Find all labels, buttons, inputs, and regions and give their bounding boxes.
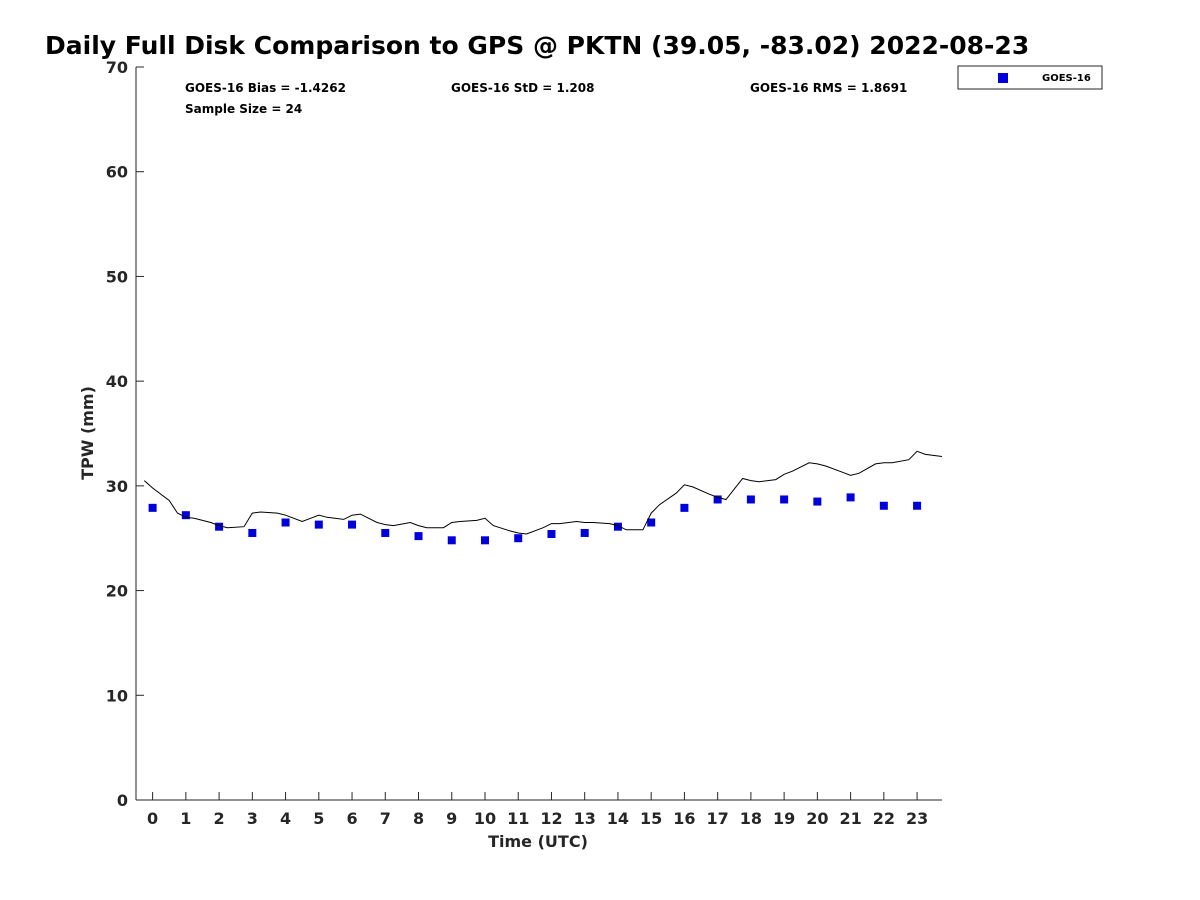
x-tick-label: 14: [607, 809, 629, 828]
x-tick-label: 7: [380, 809, 391, 828]
x-tick-label: 9: [446, 809, 457, 828]
series-layer: [143, 450, 943, 545]
goes16-point: [248, 528, 257, 537]
x-tick-label: 17: [707, 809, 729, 828]
goes16-point: [846, 493, 855, 502]
stat-rms: GOES-16 RMS = 1.8691: [750, 81, 907, 95]
goes16-point: [647, 518, 656, 527]
goes16-point: [447, 536, 456, 545]
goes16-point: [580, 528, 589, 537]
plot-background: [136, 67, 942, 800]
x-tick-label: 2: [214, 809, 225, 828]
x-axis-ticks: 0 1 2 3 4 5 6 7 8 9 10 11 12 13 14 15 16 17 18 19 20 21 22 23: [147, 792, 928, 828]
goes16-point: [314, 520, 323, 529]
goes16-point: [913, 501, 922, 510]
y-tick-label: 40: [106, 372, 128, 391]
x-axis-label: Time (UTC): [488, 832, 588, 851]
y-axis-ticks: 0 10 20 30 40 50 60 70: [106, 58, 144, 810]
y-tick-label: 30: [106, 477, 128, 496]
goes16-point: [680, 503, 689, 512]
y-tick-label: 0: [117, 791, 128, 810]
goes16-point: [215, 522, 224, 531]
x-tick-label: 20: [806, 809, 828, 828]
legend: GOES-16: [957, 65, 1103, 90]
x-tick-label: 3: [247, 809, 258, 828]
goes16-point: [181, 511, 190, 520]
y-tick-label: 50: [106, 267, 128, 286]
legend-label-goes16: GOES-16: [1042, 73, 1091, 84]
goes16-point: [381, 528, 390, 537]
y-tick-label: 20: [106, 582, 128, 601]
goes16-point: [148, 503, 157, 512]
goes16-point: [613, 522, 622, 531]
x-tick-label: 15: [640, 809, 662, 828]
reference-line: [143, 450, 943, 535]
goes16-point: [879, 501, 888, 510]
legend-box: [957, 65, 1103, 90]
x-tick-label: 1: [180, 809, 191, 828]
x-tick-label: 16: [673, 809, 695, 828]
goes16-point: [813, 497, 822, 506]
legend-marker-goes16: [998, 73, 1008, 83]
goes16-point: [547, 530, 556, 539]
x-tick-label: 23: [906, 809, 928, 828]
stat-bias: GOES-16 Bias = -1.4262: [185, 81, 346, 95]
x-tick-label: 22: [873, 809, 895, 828]
stat-std: GOES-16 StD = 1.208: [451, 81, 594, 95]
goes16-point: [514, 534, 523, 543]
x-tick-label: 12: [540, 809, 562, 828]
x-tick-label: 0: [147, 809, 158, 828]
x-tick-label: 11: [507, 809, 529, 828]
y-axis-label: TPW (mm): [78, 386, 97, 480]
x-tick-label: 13: [574, 809, 596, 828]
x-tick-label: 18: [740, 809, 762, 828]
goes16-point: [414, 532, 423, 541]
x-tick-label: 21: [839, 809, 861, 828]
y-tick-label: 10: [106, 686, 128, 705]
x-tick-label: 6: [346, 809, 357, 828]
goes16-point: [746, 495, 755, 504]
goes16-point: [713, 495, 722, 504]
goes16-point: [281, 518, 290, 527]
stat-sample-size: Sample Size = 24: [185, 102, 302, 116]
y-tick-label: 70: [106, 58, 128, 77]
x-tick-label: 8: [413, 809, 424, 828]
goes16-point: [348, 520, 357, 529]
plot-area: [135, 67, 942, 801]
goes16-point: [480, 536, 489, 545]
y-tick-label: 60: [106, 163, 128, 182]
goes16-point: [780, 495, 789, 504]
x-tick-label: 19: [773, 809, 795, 828]
x-tick-label: 10: [474, 809, 496, 828]
chart-title: Daily Full Disk Comparison to GPS @ PKTN…: [45, 31, 1029, 60]
x-tick-label: 4: [280, 809, 291, 828]
x-tick-label: 5: [313, 809, 324, 828]
